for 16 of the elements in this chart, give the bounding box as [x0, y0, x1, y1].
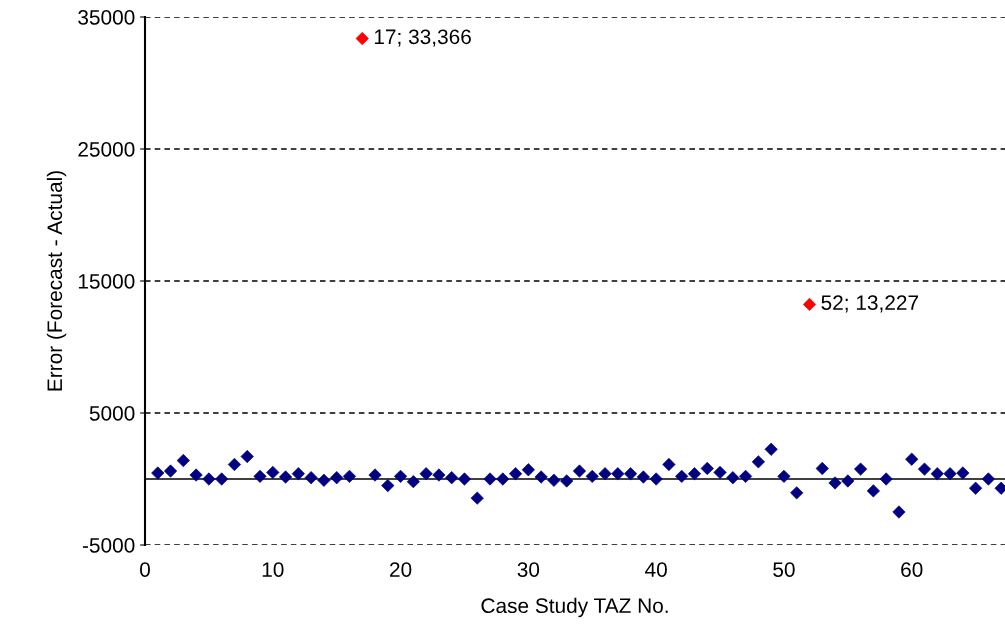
annotation: 17; 33,366	[374, 29, 471, 47]
x-tick-label: 60	[901, 562, 923, 577]
y-tick-label: 35000	[78, 10, 135, 25]
x-tick-label: 10	[262, 562, 284, 577]
y-axis-title: Error (Forecast - Actual)	[46, 171, 67, 391]
annotation: 52; 13,227	[821, 295, 919, 313]
y-tick-label: 15000	[78, 274, 135, 289]
x-tick-label: 20	[390, 562, 412, 577]
x-tick-label: 0	[140, 562, 150, 577]
y-tick-label: 5000	[89, 406, 135, 421]
x-tick-label: 30	[517, 562, 540, 577]
x-tick-label: 50	[773, 562, 795, 577]
y-tick-label: 25000	[78, 142, 135, 157]
x-tick-label: 40	[645, 562, 667, 577]
y-tick-label: -5000	[82, 538, 135, 553]
x-axis-title: Case Study TAZ No.	[481, 597, 668, 618]
